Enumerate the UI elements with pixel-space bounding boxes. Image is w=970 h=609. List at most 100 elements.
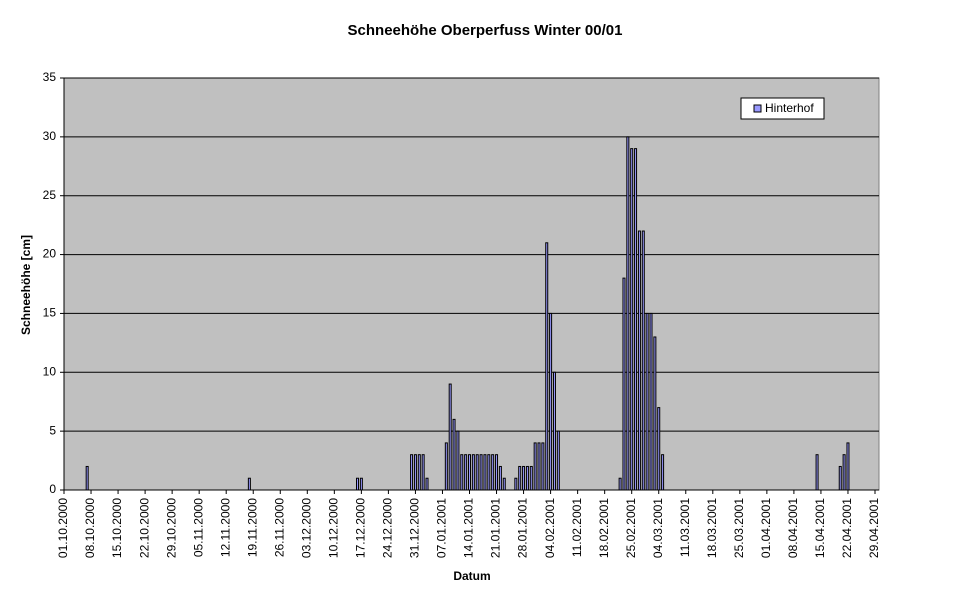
legend-label: Hinterhof	[765, 101, 814, 115]
legend-swatch	[753, 104, 762, 113]
x-tick-label: 01.10.2000	[56, 498, 70, 558]
bar	[247, 477, 251, 491]
bar	[661, 454, 665, 491]
bar	[356, 477, 360, 491]
bar	[460, 454, 464, 491]
bar	[487, 454, 491, 491]
x-tick-label: 03.12.2000	[299, 498, 313, 558]
bar	[634, 148, 638, 491]
bar	[359, 477, 363, 491]
bar	[444, 442, 448, 491]
bar	[525, 465, 529, 491]
bar	[498, 465, 502, 491]
bar	[417, 454, 421, 491]
x-tick-label: 12.11.2000	[218, 498, 232, 557]
x-tick-label: 15.04.2001	[813, 498, 827, 558]
bar	[846, 442, 850, 491]
bar	[529, 465, 533, 491]
bar	[618, 477, 622, 491]
y-tick-label: 5	[49, 423, 56, 437]
bar	[653, 336, 657, 491]
x-tick-label: 08.10.2000	[83, 498, 97, 558]
bar	[545, 242, 549, 491]
bar	[483, 454, 487, 491]
y-tick-label: 25	[43, 188, 57, 202]
bar	[475, 454, 479, 491]
x-tick-label: 04.02.2001	[543, 498, 557, 558]
legend-box	[740, 97, 825, 120]
bar	[533, 442, 537, 491]
y-tick-label: 30	[43, 129, 57, 143]
x-tick-label: 11.03.2001	[678, 498, 692, 557]
bar	[645, 312, 649, 491]
bar	[537, 442, 541, 491]
bar	[637, 230, 641, 491]
bar	[468, 454, 471, 491]
x-tick-label: 17.12.2000	[354, 498, 368, 558]
bar	[85, 465, 89, 491]
x-tick-label: 04.03.2001	[651, 498, 665, 558]
bar	[413, 454, 417, 491]
bar	[552, 371, 556, 491]
x-tick-label: 18.03.2001	[705, 498, 719, 558]
bar	[518, 465, 522, 491]
x-tick-label: 11.02.2001	[570, 498, 584, 557]
bar	[522, 465, 526, 491]
bar	[842, 454, 846, 491]
y-tick-label: 35	[43, 70, 57, 84]
bar	[838, 465, 842, 491]
bar	[471, 454, 475, 491]
bar	[421, 454, 425, 491]
bar	[410, 454, 414, 491]
bar	[491, 454, 495, 491]
bar	[641, 230, 645, 491]
y-tick-label: 15	[43, 306, 57, 320]
x-tick-label: 29.10.2000	[164, 498, 178, 558]
bar	[622, 277, 626, 491]
bar	[464, 454, 468, 491]
x-tick-label: 07.01.2001	[435, 498, 449, 558]
bar	[649, 312, 653, 491]
bar	[425, 477, 429, 491]
bar	[556, 430, 560, 491]
x-tick-label: 18.02.2001	[597, 498, 611, 558]
x-tick-label: 10.12.2000	[327, 498, 341, 558]
x-tick-label: 15.10.2000	[110, 498, 124, 558]
bar	[626, 136, 630, 491]
x-tick-label: 31.12.2000	[408, 498, 422, 558]
x-tick-label: 29.04.2001	[867, 498, 881, 558]
chart-title: Schneehöhe Oberperfuss Winter 00/01	[348, 22, 623, 39]
bar	[502, 477, 506, 491]
x-tick-label: 26.11.2000	[272, 498, 286, 557]
bar	[630, 148, 634, 491]
bar	[448, 383, 452, 491]
bar	[541, 442, 545, 491]
x-tick-label: 24.12.2000	[381, 498, 395, 558]
bar	[452, 418, 456, 491]
x-tick-label: 08.04.2001	[786, 498, 800, 558]
bar	[495, 454, 499, 491]
x-tick-label: 05.11.2000	[191, 498, 205, 557]
plot-area	[63, 77, 880, 491]
y-tick-label: 10	[43, 364, 57, 378]
bar	[456, 430, 460, 491]
x-tick-label: 25.02.2001	[624, 498, 638, 558]
x-tick-label: 19.11.2000	[245, 498, 259, 557]
x-tick-label: 25.03.2001	[732, 498, 746, 558]
x-tick-label: 28.01.2001	[516, 498, 530, 558]
bar	[549, 312, 553, 491]
x-tick-label: 22.10.2000	[137, 498, 151, 558]
x-tick-label: 14.01.2001	[462, 498, 476, 558]
x-axis-title: Datum	[453, 569, 490, 583]
bar	[514, 477, 518, 491]
bar	[479, 454, 483, 491]
bar	[815, 454, 819, 491]
y-tick-label: 0	[49, 482, 56, 496]
x-tick-label: 22.04.2001	[840, 498, 854, 558]
y-tick-label: 20	[43, 247, 57, 261]
x-tick-label: 01.04.2001	[759, 498, 773, 558]
bar	[657, 407, 661, 491]
x-tick-label: 21.01.2001	[489, 498, 503, 558]
